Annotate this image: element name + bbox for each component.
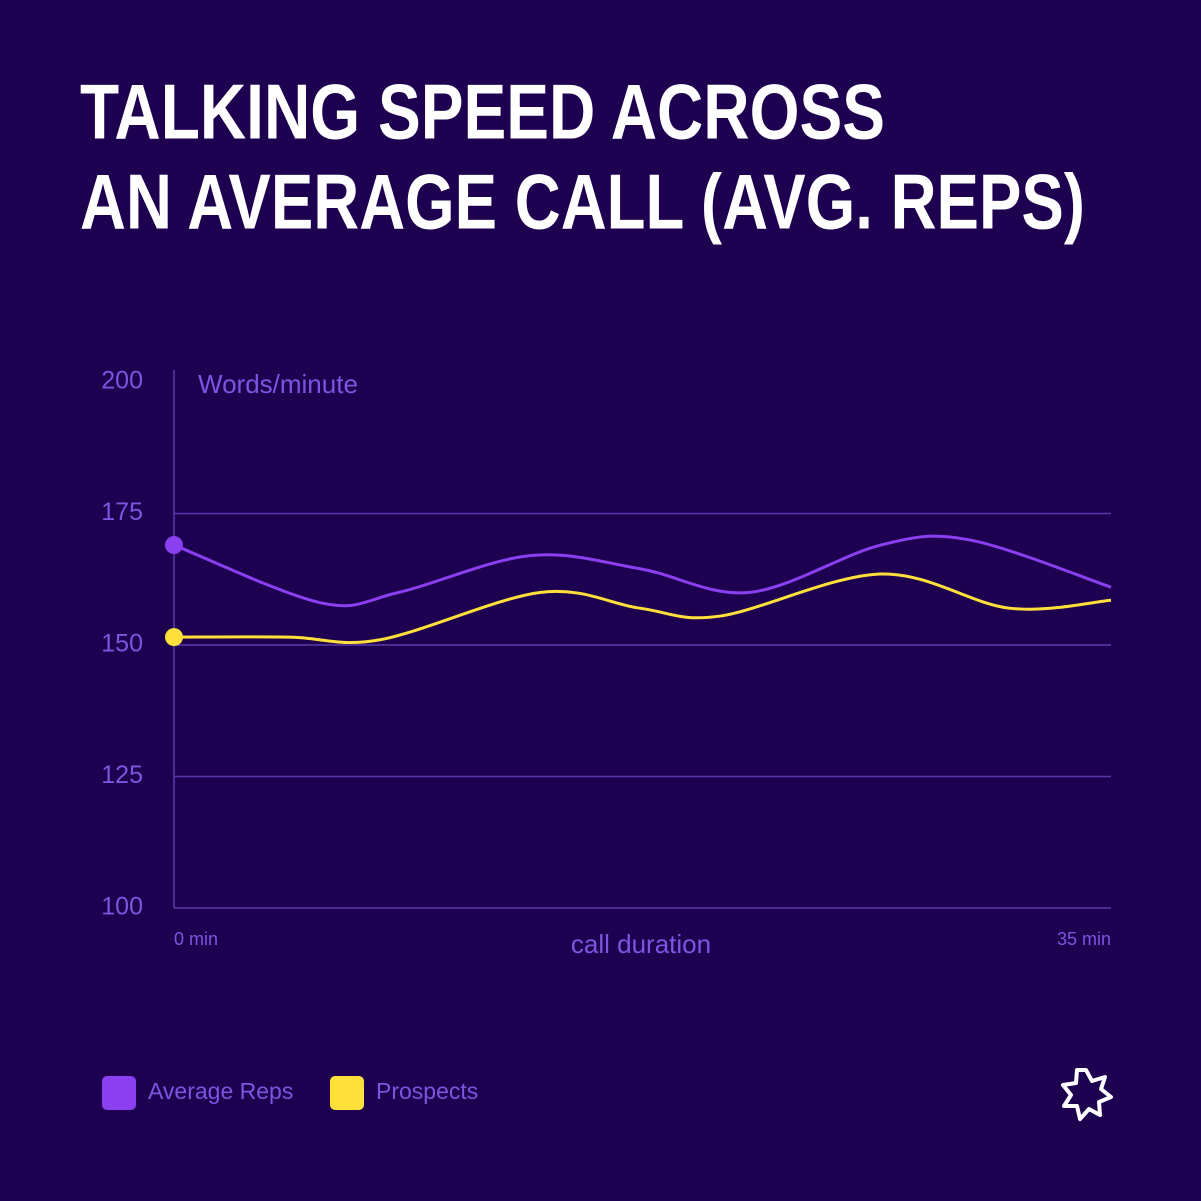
start-point — [165, 536, 183, 555]
legend-swatch — [330, 1076, 364, 1110]
y-tick-label: 200 — [101, 367, 143, 395]
series-line — [173, 534, 1112, 608]
legend-label: Prospects — [376, 1078, 478, 1104]
y-tick-label: 100 — [101, 893, 143, 921]
y-tick-label: 150 — [101, 630, 143, 658]
x-tick-label: 35 min — [1057, 929, 1111, 949]
logo-star — [1061, 1068, 1113, 1121]
series-line — [173, 572, 1112, 645]
legend-label: Average Reps — [148, 1078, 293, 1104]
y-tick-label: 125 — [101, 761, 143, 789]
chart-title: TALKING SPEED ACROSS — [80, 68, 885, 156]
x-axis-label: call duration — [571, 929, 711, 959]
start-point — [165, 628, 183, 647]
y-axis-label: Words/minute — [198, 369, 358, 399]
x-tick-label: 0 min — [174, 929, 218, 949]
chart-title: AN AVERAGE CALL (AVG. REPS) — [80, 158, 1085, 246]
y-tick-label: 175 — [101, 498, 143, 526]
legend-swatch — [102, 1076, 136, 1110]
logo — [1061, 1068, 1113, 1121]
